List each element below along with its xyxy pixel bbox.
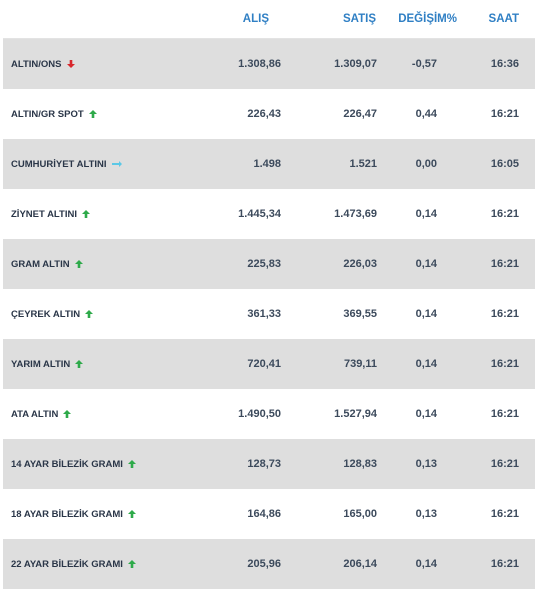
- table-row[interactable]: 18 AYAR BİLEZİK GRAMI 164,86 165,00 0,13 16:…: [3, 489, 535, 539]
- table-row[interactable]: ALTIN/ONS 1.308,86 1.309,07 -0,57 16:36: [3, 39, 535, 89]
- satis-value: 226,47: [343, 108, 377, 120]
- saat-value: 16:21: [490, 108, 519, 120]
- instrument-label: 22 AYAR BİLEZİK GRAMI: [11, 558, 123, 570]
- alis-value: 226,43: [247, 108, 281, 120]
- table-row[interactable]: CUMHURİYET ALTINI 1.498 1.521 0,00 16:05: [3, 139, 535, 189]
- table-row[interactable]: GRAM ALTIN 225,83 226,03 0,14 16:21: [3, 239, 535, 289]
- degisim-value: 0,14: [415, 408, 437, 420]
- satis-value: 1.527,94: [334, 408, 377, 420]
- alis-value: 1.308,86: [238, 58, 281, 70]
- arrow-up-icon: [81, 209, 91, 219]
- instrument-name[interactable]: ZİYNET ALTINI: [3, 209, 203, 220]
- table-row[interactable]: YARIM ALTIN 720,41 739,11 0,14 16:21: [3, 339, 535, 389]
- alis-value: 361,33: [247, 308, 281, 320]
- arrow-up-icon: [88, 109, 98, 119]
- degisim-value: 0,14: [415, 208, 437, 220]
- header-satis[interactable]: SATIŞ: [342, 13, 376, 25]
- arrow-up-icon: [127, 459, 137, 469]
- degisim-value: 0,00: [415, 158, 437, 170]
- arrow-up-icon: [74, 259, 84, 269]
- arrow-up-icon: [62, 409, 72, 419]
- instrument-label: 14 AYAR BİLEZİK GRAMI: [11, 458, 123, 470]
- instrument-label: ÇEYREK ALTIN: [11, 308, 81, 320]
- degisim-value: 0,14: [415, 258, 437, 270]
- instrument-name[interactable]: 18 AYAR BİLEZİK GRAMI: [3, 509, 203, 520]
- table-header: ALIŞ SATIŞ DEĞİŞİM% SAAT: [3, 0, 535, 39]
- instrument-label: YARIM ALTIN: [11, 358, 71, 370]
- saat-value: 16:05: [490, 158, 519, 170]
- degisim-value: 0,13: [415, 458, 437, 470]
- saat-value: 16:21: [490, 508, 519, 520]
- degisim-value: 0,13: [415, 508, 437, 520]
- saat-value: 16:21: [490, 308, 519, 320]
- saat-value: 16:21: [490, 208, 519, 220]
- alis-value: 720,41: [247, 358, 281, 370]
- degisim-value: -0,57: [411, 58, 437, 70]
- instrument-name[interactable]: GRAM ALTIN: [3, 259, 203, 270]
- saat-value: 16:21: [490, 458, 519, 470]
- saat-value: 16:36: [490, 58, 519, 70]
- satis-value: 1.309,07: [334, 58, 377, 70]
- satis-value: 1.521: [349, 158, 377, 170]
- saat-value: 16:21: [490, 358, 519, 370]
- instrument-name[interactable]: ALTIN/GR SPOT: [3, 109, 203, 120]
- arrow-up-icon: [74, 359, 84, 369]
- degisim-value: 0,14: [415, 358, 437, 370]
- table-row[interactable]: ALTIN/GR SPOT 226,43 226,47 0,44 16:21: [3, 89, 535, 139]
- header-degisim[interactable]: DEĞİŞİM%: [398, 13, 457, 25]
- header-alis[interactable]: ALIŞ: [242, 13, 269, 25]
- arrow-down-icon: [66, 59, 76, 69]
- arrow-right-icon: [111, 159, 122, 169]
- table-row[interactable]: 22 AYAR BİLEZİK GRAMI 205,96 206,14 0,14 16:…: [3, 539, 535, 589]
- instrument-label: ALTIN/GR SPOT: [11, 108, 84, 120]
- table-body: ALTIN/ONS 1.308,86 1.309,07 -0,57 16:36 ALTIN…: [3, 39, 535, 589]
- satis-value: 206,14: [343, 558, 377, 570]
- instrument-name[interactable]: 22 AYAR BİLEZİK GRAMI: [3, 559, 203, 570]
- alis-value: 128,73: [247, 458, 281, 470]
- instrument-name[interactable]: CUMHURİYET ALTINI: [3, 159, 203, 170]
- saat-value: 16:21: [490, 258, 519, 270]
- satis-value: 128,83: [343, 458, 377, 470]
- alis-value: 1.490,50: [238, 408, 281, 420]
- saat-value: 16:21: [490, 408, 519, 420]
- alis-value: 164,86: [247, 508, 281, 520]
- gold-prices-table: ALIŞ SATIŞ DEĞİŞİM% SAAT ALTIN/ONS 1.308,…: [3, 0, 535, 589]
- instrument-label: ATA ALTIN: [11, 408, 59, 420]
- degisim-value: 0,14: [415, 558, 437, 570]
- instrument-label: 18 AYAR BİLEZİK GRAMI: [11, 508, 123, 520]
- degisim-value: 0,44: [415, 108, 437, 120]
- instrument-name[interactable]: ATA ALTIN: [3, 409, 203, 420]
- instrument-name[interactable]: YARIM ALTIN: [3, 359, 203, 370]
- alis-value: 205,96: [247, 558, 281, 570]
- arrow-up-icon: [84, 309, 94, 319]
- instrument-label: CUMHURİYET ALTINI: [11, 158, 107, 170]
- satis-value: 1.473,69: [334, 208, 377, 220]
- arrow-up-icon: [127, 559, 137, 569]
- table-row[interactable]: ATA ALTIN 1.490,50 1.527,94 0,14 16:21: [3, 389, 535, 439]
- table-row[interactable]: ÇEYREK ALTIN 361,33 369,55 0,14 16:21: [3, 289, 535, 339]
- alis-value: 1.498: [253, 158, 281, 170]
- instrument-name[interactable]: ÇEYREK ALTIN: [3, 309, 203, 320]
- alis-value: 1.445,34: [238, 208, 281, 220]
- arrow-up-icon: [127, 509, 137, 519]
- satis-value: 739,11: [343, 358, 377, 370]
- instrument-label: ZİYNET ALTINI: [11, 208, 77, 220]
- instrument-name[interactable]: ALTIN/ONS: [3, 59, 203, 70]
- satis-value: 226,03: [343, 258, 377, 270]
- instrument-name[interactable]: 14 AYAR BİLEZİK GRAMI: [3, 459, 203, 470]
- instrument-label: ALTIN/ONS: [11, 58, 62, 70]
- table-row[interactable]: 14 AYAR BİLEZİK GRAMI 128,73 128,83 0,13 16:…: [3, 439, 535, 489]
- degisim-value: 0,14: [415, 308, 437, 320]
- satis-value: 369,55: [343, 308, 377, 320]
- satis-value: 165,00: [343, 508, 377, 520]
- alis-value: 225,83: [247, 258, 281, 270]
- saat-value: 16:21: [490, 558, 519, 570]
- header-saat[interactable]: SAAT: [488, 13, 519, 25]
- instrument-label: GRAM ALTIN: [11, 258, 70, 270]
- table-row[interactable]: ZİYNET ALTINI 1.445,34 1.473,69 0,14 16:21: [3, 189, 535, 239]
